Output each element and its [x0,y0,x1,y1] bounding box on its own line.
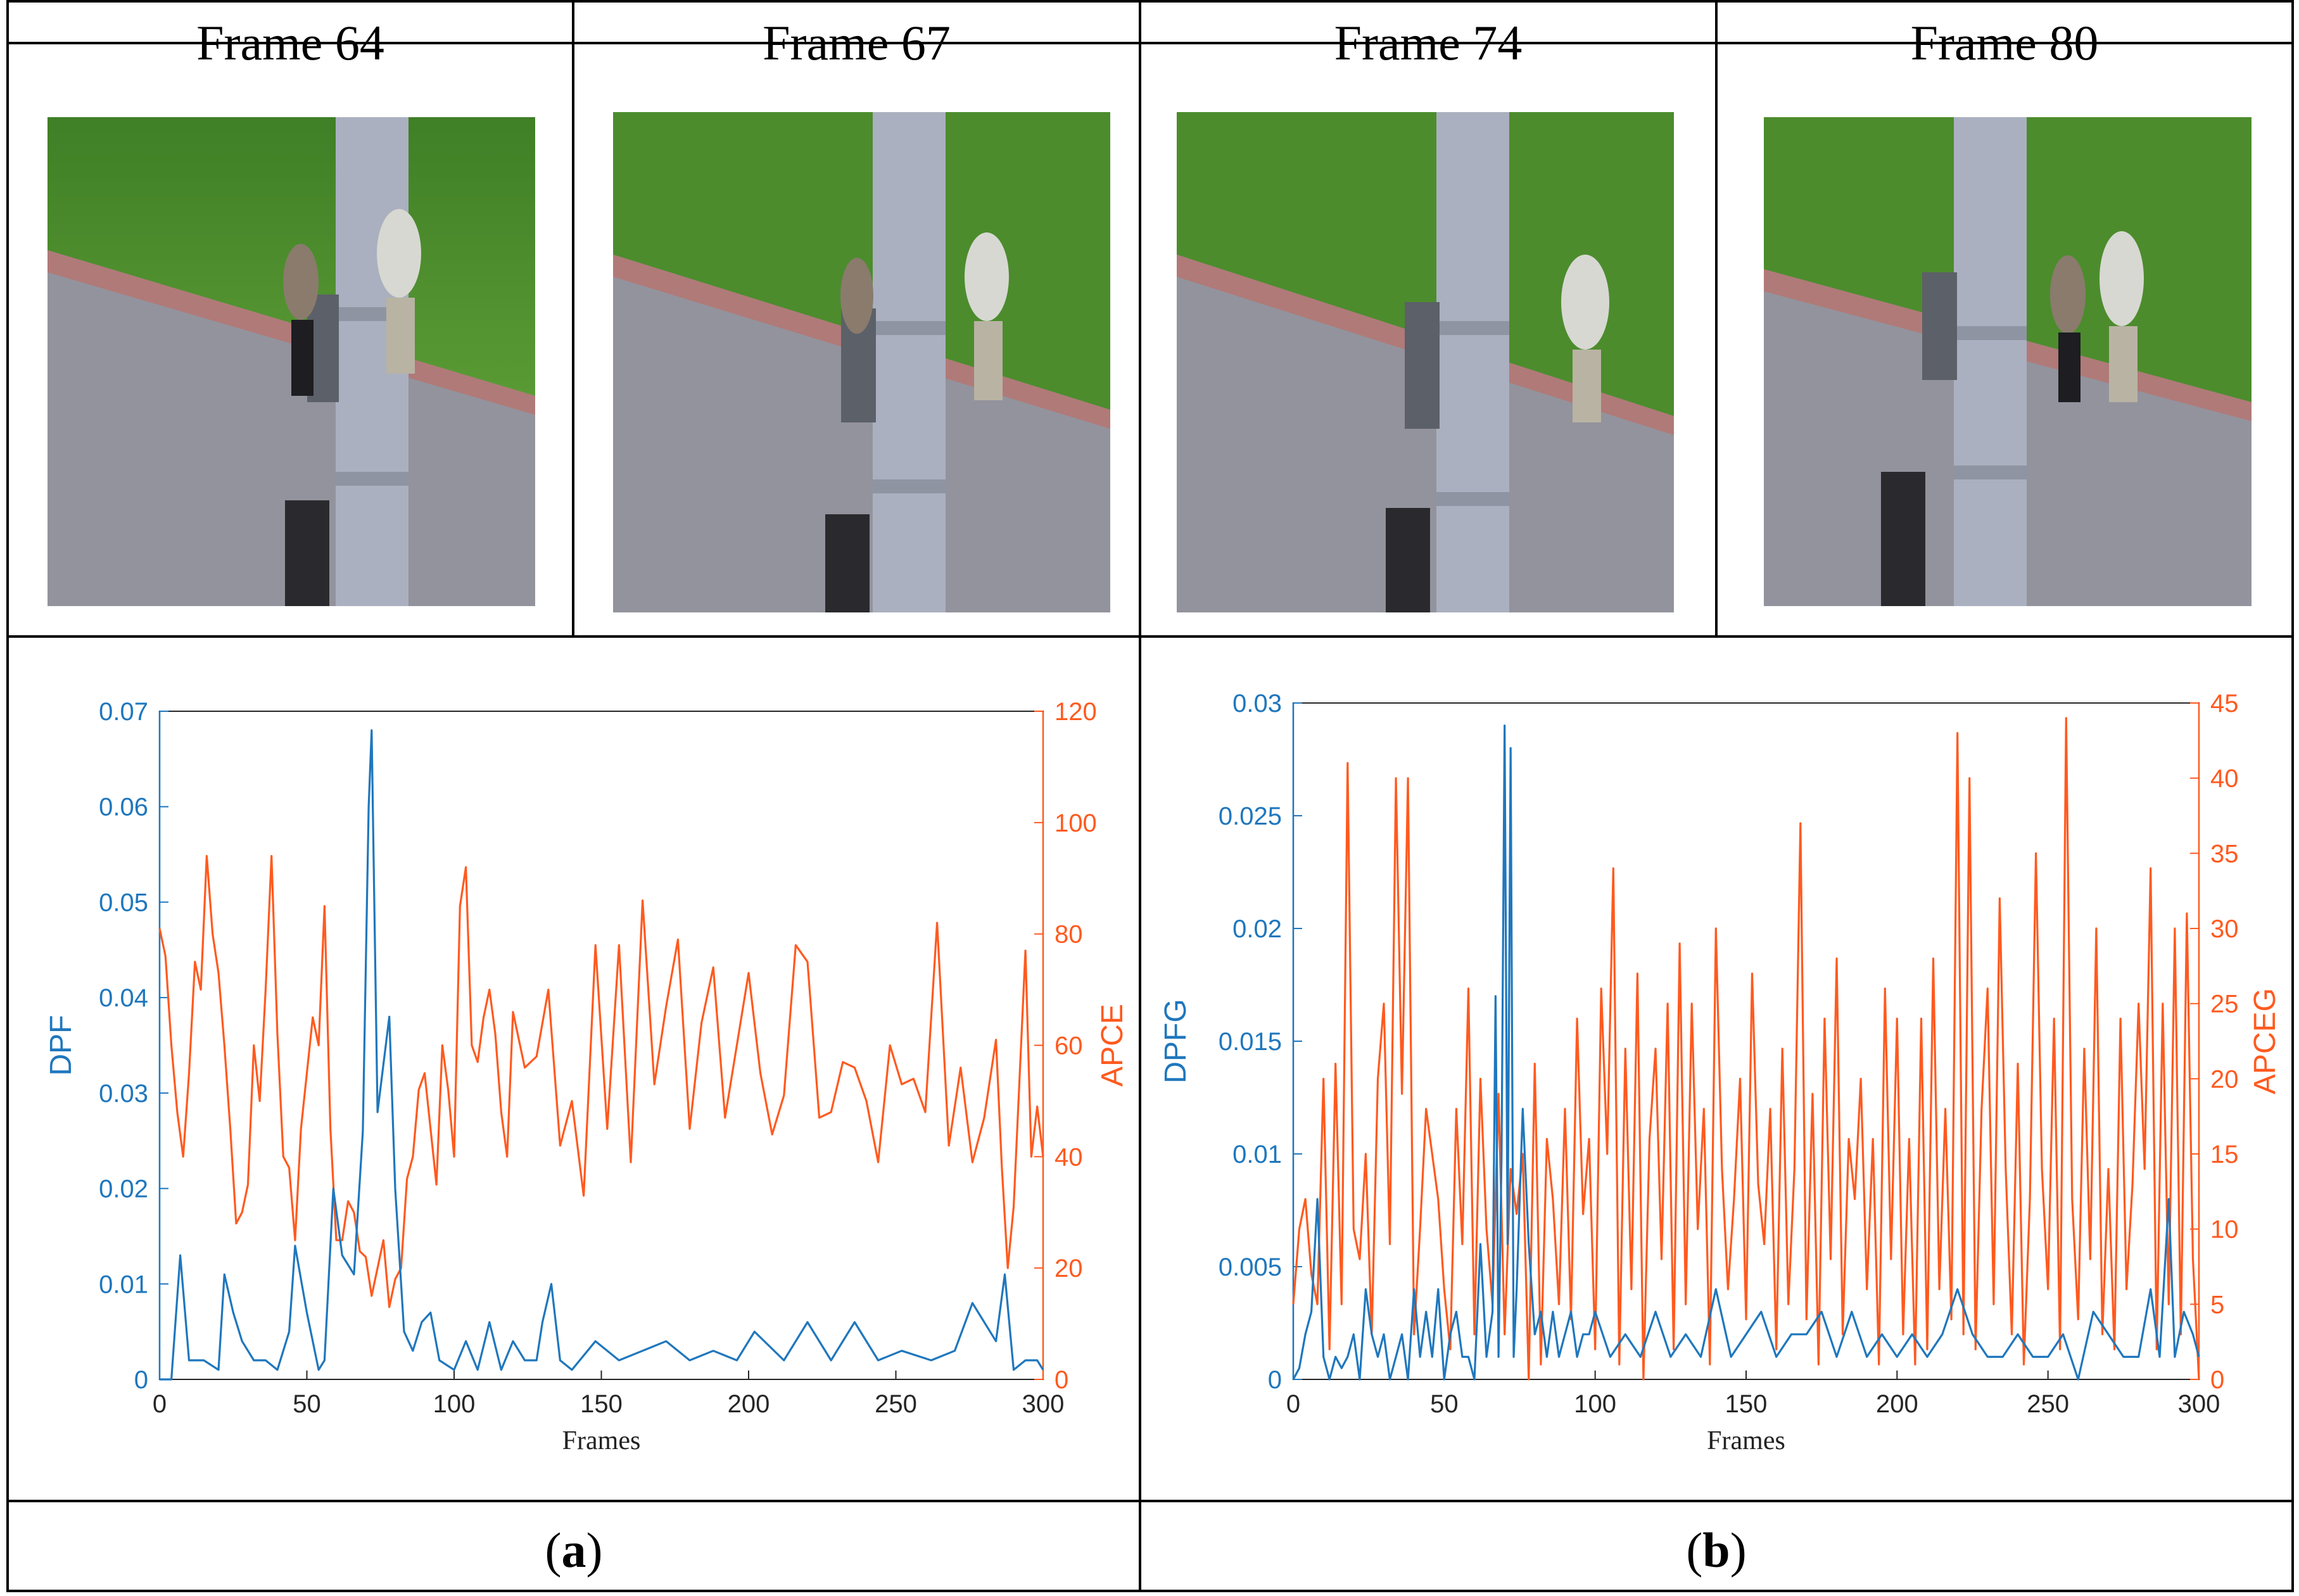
chart-b-y-right-tick-label: 20 [2210,1065,2239,1093]
chart-b-y-right-tick-label: 5 [2210,1291,2224,1319]
chart-b-y-right-tick-label: 40 [2210,765,2239,793]
chart-a-y-left-tick-label: 0.03 [99,1080,148,1108]
chart-b-x-tick-label: 150 [1725,1390,1768,1418]
panel-letter-b: b [1702,1522,1730,1578]
chart-a-x-tick-label: 250 [875,1390,917,1418]
chart-b-x-tick-label: 300 [2178,1390,2220,1418]
chart-a-y-left-tick-label: 0.07 [99,698,148,726]
chart-b-y-left-tick-label: 0.015 [1219,1028,1282,1056]
chart-b-x-tick-label: 0 [1286,1390,1300,1418]
chart-b-y-right-tick-label: 15 [2210,1141,2239,1168]
chart-b-y-right-title: APCEG [2248,988,2282,1094]
frame-title-64: Frame 64 [196,15,384,70]
chart-a-y-right-tick-label: 80 [1054,921,1083,949]
chart-a-y-left-tick-label: 0.06 [99,794,148,821]
frame-image-67 [613,112,1110,612]
chart-b-x-tick-label: 100 [1574,1390,1616,1418]
chart-b-y-right-tick-label: 0 [2210,1366,2224,1394]
chart-b-y-left-tick-label: 0.03 [1232,690,1282,718]
chart-a-x-tick-label: 200 [728,1390,770,1418]
chart-b-series-left-line [1292,725,2200,1381]
panel-label-b: (b) [1686,1522,1747,1578]
chart-b-y-left-tick-label: 0 [1268,1366,1282,1394]
chart-a-y-right-title: APCE [1096,1004,1129,1087]
chart-b-x-tick-label: 250 [2027,1390,2069,1418]
chart-b-y-right-tick-label: 35 [2210,840,2239,868]
frame-title-80: Frame 80 [1910,15,2099,70]
chart-a-y-right-tick-label: 120 [1054,698,1097,726]
chart-b-y-right-tick-label: 30 [2210,915,2239,943]
chart-b-y-right-tick-label: 45 [2210,690,2239,718]
chart-b-series-right-line [1292,717,2200,1381]
chart-a-series-left-line [160,729,1044,1381]
chart-a-x-tick-label: 50 [293,1390,321,1418]
chart-a-y-right-tick-label: 100 [1054,809,1097,837]
panel-letter-a: a [561,1522,586,1578]
chart-b-y-right-tick-label: 25 [2210,991,2239,1018]
chart-a-x-tick-label: 300 [1022,1390,1065,1418]
chart-b-x-tick-label: 200 [1876,1390,1918,1418]
chart-a: 0 50 100 150 200 250 30000.010.020.030.040.050… [44,698,1129,1455]
chart-b-y-left-tick-label: 0.02 [1232,915,1282,943]
chart-b-x-axis-title: Frames [1707,1426,1785,1455]
chart-a-y-left-title: DPF [44,1015,78,1076]
chart-b-y-right-tick-label: 10 [2210,1216,2239,1244]
chart-b-y-left-title: DPFG [1159,999,1193,1083]
chart-a-x-axis-title: Frames [562,1426,641,1455]
frame-image-64 [48,117,535,606]
chart-a-y-left-tick-label: 0 [134,1366,148,1394]
frame-title-74: Frame 74 [1334,15,1523,70]
chart-b: 0 50 100 150 200 250 30000.0050.010.0150.020.0… [1159,690,2282,1455]
chart-a-y-right-tick-label: 20 [1054,1255,1083,1282]
chart-a-y-left-tick-label: 0.05 [99,889,148,916]
frame-title-67: Frame 67 [763,15,951,70]
chart-a-y-left-tick-label: 0.02 [99,1175,148,1203]
figure-border [6,0,2294,1592]
frame-image-80 [1764,117,2252,606]
chart-a-x-tick-label: 0 [153,1390,167,1418]
chart-a-x-tick-label: 100 [433,1390,476,1418]
chart-a-y-right-tick-label: 40 [1054,1143,1083,1171]
chart-b-x-tick-label: 50 [1430,1390,1459,1418]
frame-image-74 [1177,112,1674,612]
chart-a-y-right-tick-label: 0 [1054,1366,1068,1394]
chart-b-y-left-tick-label: 0.005 [1219,1253,1282,1281]
chart-a-y-left-tick-label: 0.04 [99,984,148,1012]
chart-a-x-tick-label: 150 [580,1390,623,1418]
chart-a-series-right-line [158,855,1044,1308]
panel-label-a: (a) [545,1522,603,1578]
chart-a-y-left-tick-label: 0.01 [99,1270,148,1298]
chart-a-y-right-tick-label: 60 [1054,1032,1083,1060]
chart-b-y-left-tick-label: 0.025 [1219,802,1282,830]
chart-b-y-left-tick-label: 0.01 [1232,1141,1282,1168]
